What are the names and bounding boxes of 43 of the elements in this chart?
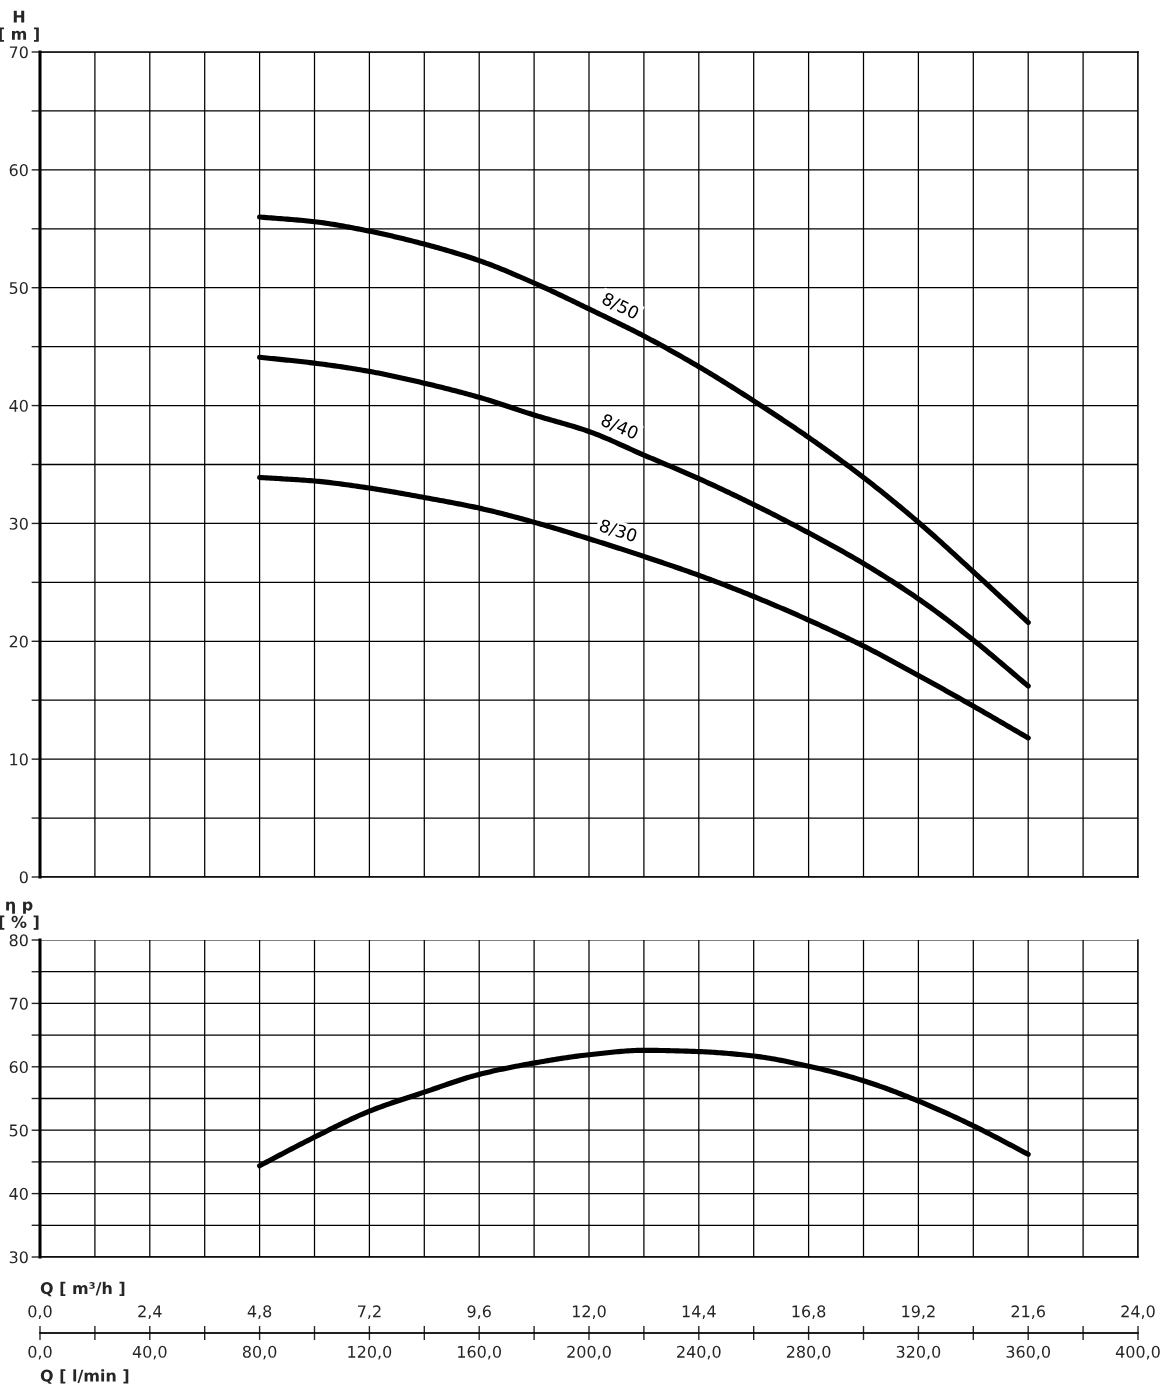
y-tick-label: 40 bbox=[9, 399, 28, 412]
x2-tick-label: 320,0 bbox=[896, 1345, 941, 1360]
y-tick-label: 70 bbox=[9, 997, 28, 1010]
x-tick-label: 24,0 bbox=[1121, 1305, 1155, 1320]
x2-axis-title: Q [ l/min ] bbox=[40, 1369, 129, 1384]
y-tick-label: 50 bbox=[9, 1124, 28, 1137]
x2-tick-label: 400,0 bbox=[1115, 1345, 1160, 1360]
y-axis-title: η p [ % ] bbox=[0, 901, 39, 930]
y-tick-label: 60 bbox=[9, 164, 28, 177]
x-tick-label: 16,8 bbox=[792, 1305, 826, 1320]
x-tick-label: 19,2 bbox=[902, 1305, 935, 1320]
x-tick-label: 9,6 bbox=[467, 1305, 491, 1320]
y-tick-label: 0 bbox=[19, 871, 28, 884]
x-tick-label: 0,0 bbox=[28, 1305, 52, 1320]
y-tick-label: 60 bbox=[9, 1061, 28, 1074]
text: 8/40 bbox=[599, 413, 640, 441]
x2-tick-label: 160,0 bbox=[458, 1345, 501, 1360]
text: 8/50 bbox=[600, 291, 640, 321]
y-tick-label: 50 bbox=[9, 281, 28, 295]
x-tick-label: 7,2 bbox=[358, 1305, 381, 1320]
x2-tick-label: 80,0 bbox=[242, 1345, 277, 1360]
x2-tick-label: 120,0 bbox=[348, 1345, 392, 1360]
x-tick-label: 12,0 bbox=[572, 1305, 606, 1320]
y-tick-label: 70 bbox=[9, 46, 28, 59]
x2-tick-label: 280,0 bbox=[786, 1345, 831, 1360]
x-tick-label: 21,6 bbox=[1011, 1305, 1045, 1320]
x2-tick-label: 0,0 bbox=[28, 1345, 52, 1360]
y-tick-label: 80 bbox=[9, 934, 28, 947]
y-tick-label: 20 bbox=[9, 635, 28, 648]
y-tick-label: 30 bbox=[9, 1251, 28, 1264]
x-tick-label: 14,4 bbox=[682, 1305, 716, 1320]
x-tick-label: 2,4 bbox=[138, 1305, 162, 1320]
y-tick-label: 10 bbox=[10, 753, 28, 766]
x-tick-label: 4,8 bbox=[247, 1305, 272, 1320]
x2-tick-label: 200,0 bbox=[567, 1345, 611, 1360]
x2-tick-label: 40,0 bbox=[132, 1345, 167, 1360]
x2-tick-label: 360,0 bbox=[1006, 1345, 1050, 1360]
x-axis-title: Q [ m³/h ] bbox=[40, 1281, 125, 1297]
y-axis-title: H [ m ] bbox=[0, 10, 39, 42]
y-tick-label: 40 bbox=[9, 1187, 28, 1200]
x2-tick-label: 240,0 bbox=[677, 1345, 721, 1360]
text: 8/30 bbox=[598, 518, 638, 544]
y-tick-label: 30 bbox=[9, 517, 28, 530]
